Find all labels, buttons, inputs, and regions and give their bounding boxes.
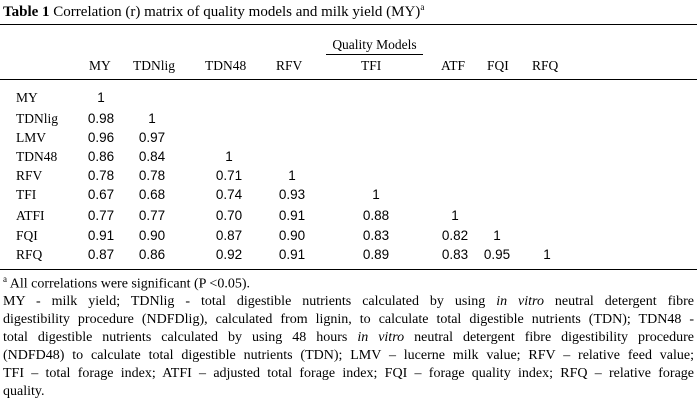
table-cell: 0.74 xyxy=(215,187,243,202)
abbreviations-paragraph: MY - milk yield; TDNlig - total digestib… xyxy=(3,293,694,401)
footnote-marker: a xyxy=(3,274,7,284)
table-cell: 0.67 xyxy=(87,187,115,202)
table-cell: 0.98 xyxy=(87,111,115,126)
table-cell: 0.91 xyxy=(278,247,306,262)
table-caption: Correlation (r) matrix of quality models… xyxy=(53,4,421,20)
row-label: ATFI xyxy=(16,208,45,223)
table-cell: 1 xyxy=(288,168,296,183)
column-header: TDNlig xyxy=(133,58,175,73)
table-footnote: a All correlations were significant (P <… xyxy=(3,274,250,293)
row-label: MY xyxy=(16,90,38,105)
table-cell: 0.92 xyxy=(215,247,243,262)
column-header: FQI xyxy=(487,58,509,73)
table-cell: 0.77 xyxy=(138,208,166,223)
row-label: RFV xyxy=(16,168,43,183)
column-header: RFQ xyxy=(532,58,559,73)
table-cell: 0.86 xyxy=(87,149,115,164)
table-cell: 0.68 xyxy=(138,187,166,202)
row-label: TDNlig xyxy=(16,111,58,126)
table-cell: 0.78 xyxy=(138,168,166,183)
column-header: MY xyxy=(89,58,111,73)
column-header: RFV xyxy=(276,58,303,73)
table-cell: 1 xyxy=(372,187,380,202)
group-header-underline xyxy=(326,54,423,55)
table-cell: 0.96 xyxy=(87,130,115,145)
table-number: Table 1 xyxy=(3,4,50,20)
table-cell: 0.97 xyxy=(138,130,166,145)
table-cell: 0.70 xyxy=(215,208,243,223)
column-header: ATF xyxy=(441,58,466,73)
table-cell: 0.90 xyxy=(278,228,306,243)
row-label: RFQ xyxy=(16,247,43,262)
table-cell: 0.87 xyxy=(87,247,115,262)
header-rule xyxy=(0,79,697,80)
top-rule xyxy=(0,24,697,26)
row-label: LMV xyxy=(16,130,46,145)
abbreviation-line: MY - milk yield; TDNlig - total digestib… xyxy=(3,294,694,309)
table-cell: 0.71 xyxy=(215,168,243,183)
table-cell: 1 xyxy=(225,149,233,164)
table-cell: 0.91 xyxy=(278,208,306,223)
table-cell: 0.86 xyxy=(138,247,166,262)
table-cell: 1 xyxy=(543,247,551,262)
abbreviation-line: total digestible nutrients calculated by… xyxy=(3,330,695,345)
table-cell: 0.91 xyxy=(87,228,115,243)
table-cell: 0.88 xyxy=(362,208,390,223)
table-cell: 0.89 xyxy=(362,247,390,262)
caption-footnote-marker: a xyxy=(420,2,425,12)
abbreviation-line: (NDFD48) to calculate total digestible n… xyxy=(3,348,694,363)
row-label: TDN48 xyxy=(16,149,58,164)
abbreviation-line: digestibility procedure (NDFDlig), calcu… xyxy=(3,312,694,327)
table-cell: 0.87 xyxy=(215,228,243,243)
column-header: TDN48 xyxy=(205,58,247,73)
table-cell: 1 xyxy=(493,228,501,243)
column-header: TFI xyxy=(361,58,382,73)
abbreviation-line: TFI – total forage index; ATFI – adjuste… xyxy=(3,366,694,381)
table-cell: 0.93 xyxy=(278,187,306,202)
table-cell: 0.90 xyxy=(138,228,166,243)
bottom-rule xyxy=(0,269,697,270)
table-cell: 0.83 xyxy=(441,247,469,262)
row-label: FQI xyxy=(16,228,38,243)
table-cell: 0.84 xyxy=(138,149,166,164)
table-cell: 1 xyxy=(97,90,105,105)
table-cell: 1 xyxy=(451,208,459,223)
footnote-text: All correlations were significant (P <0.… xyxy=(9,276,250,292)
table-cell: 0.77 xyxy=(87,208,115,223)
table-cell: 0.78 xyxy=(87,168,115,183)
row-label: TFI xyxy=(16,187,37,202)
group-header-quality-models: Quality Models xyxy=(332,37,417,52)
table-cell: 0.95 xyxy=(483,247,511,262)
table-cell: 1 xyxy=(148,111,156,126)
table-cell: 0.83 xyxy=(362,228,390,243)
table-title: Table 1 Correlation (r) matrix of qualit… xyxy=(3,2,424,21)
abbreviation-line: quality. xyxy=(3,384,45,399)
table-cell: 0.82 xyxy=(441,228,469,243)
